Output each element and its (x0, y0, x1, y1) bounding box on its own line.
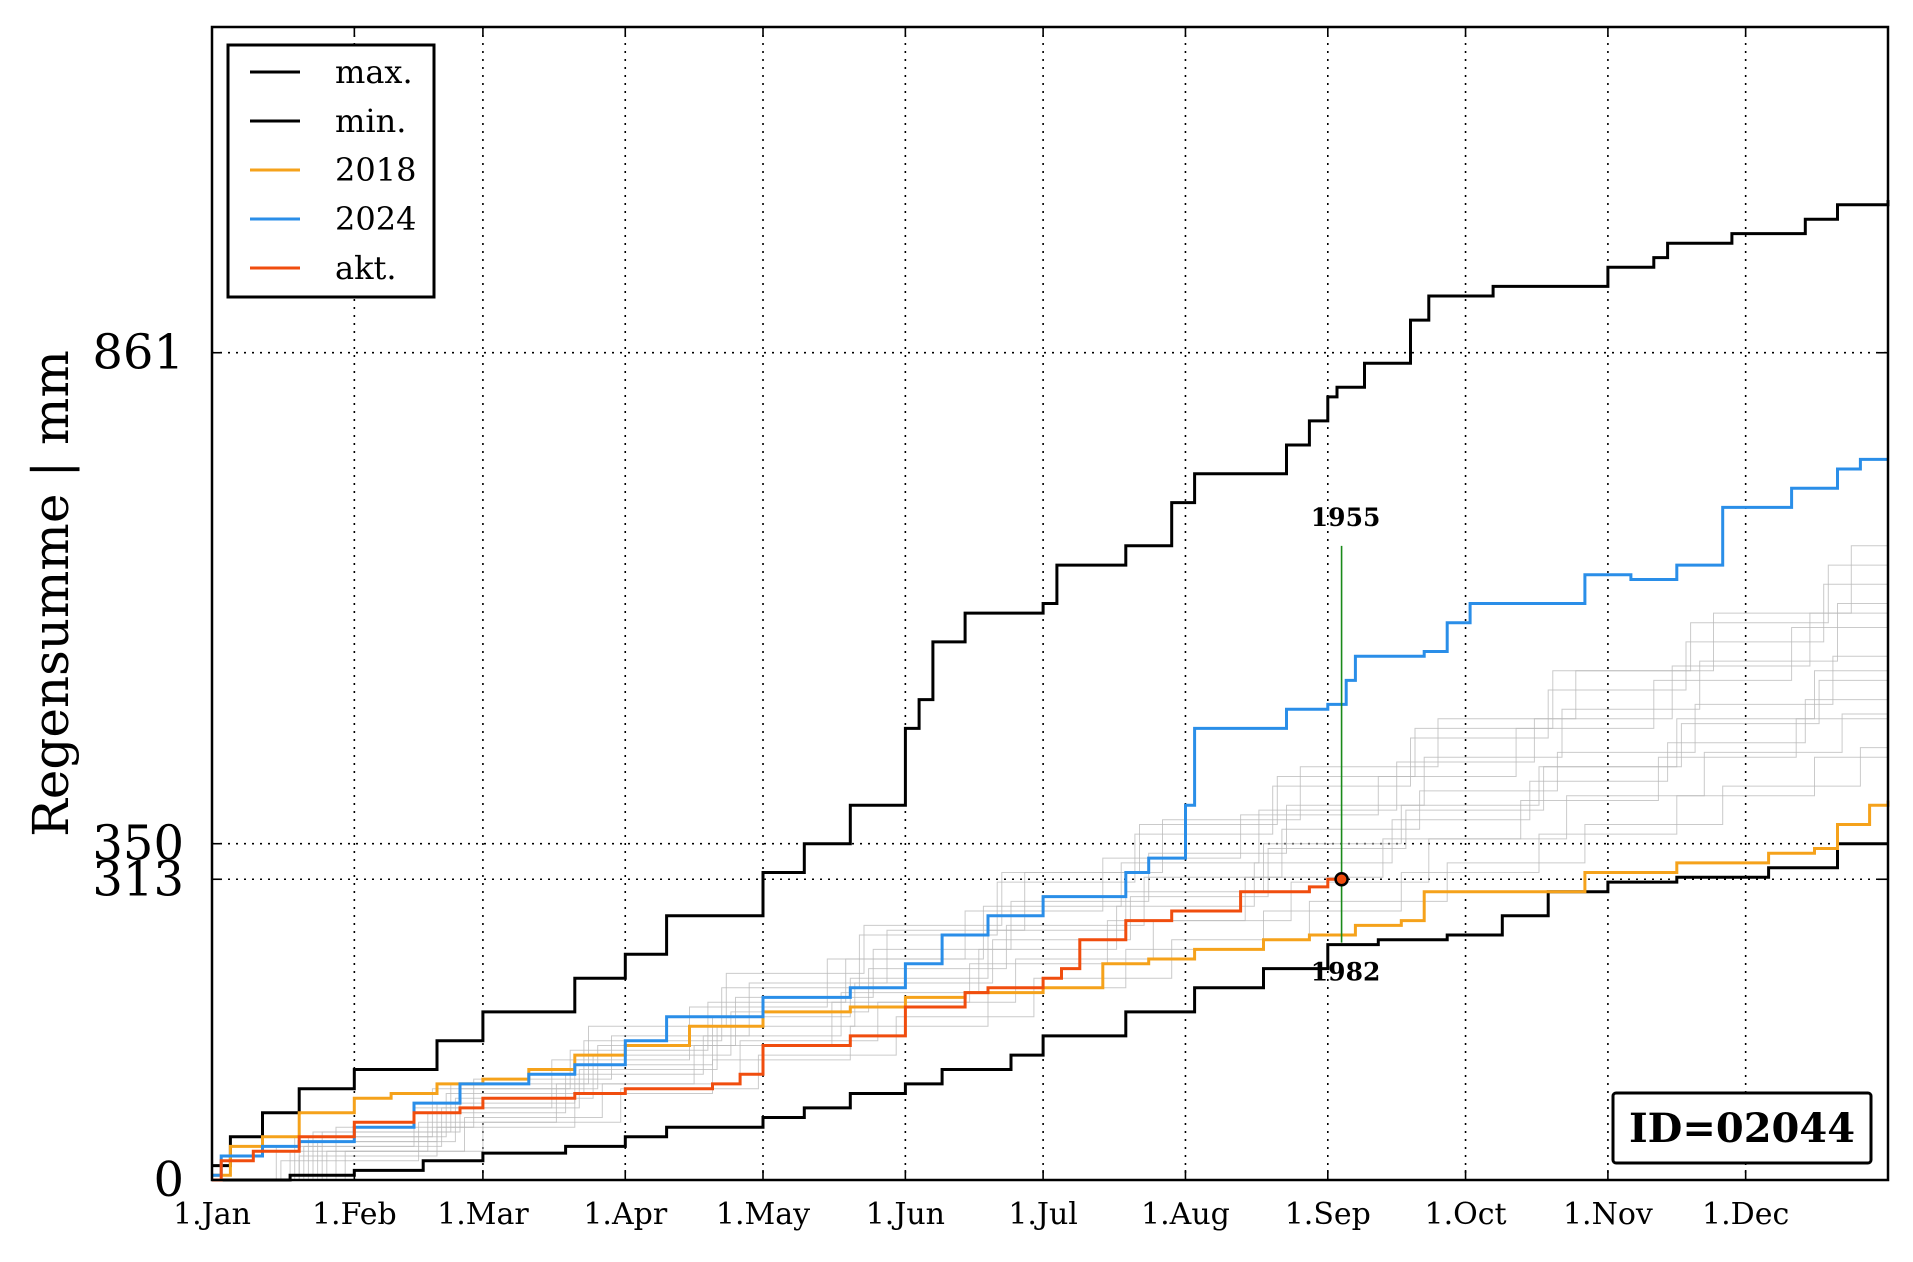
plot-frame (210, 25, 1890, 1182)
x-tick-label: 1.Oct (1425, 1197, 1507, 1232)
x-tick-label: 1.Jul (1008, 1197, 1078, 1232)
legend-label: akt. (335, 249, 397, 287)
y-tick-label: 861 (92, 325, 184, 381)
legend-label: 2024 (335, 200, 416, 238)
x-tick-label: 1.Mar (437, 1197, 529, 1232)
y-tick-label: 313 (92, 851, 184, 907)
background-year-line (212, 603, 1889, 1181)
max-year-annotation: 1955 (1311, 503, 1381, 532)
y-tick-label: 350 (92, 816, 184, 872)
series-line-2024 (212, 457, 1888, 1177)
id-box: ID=02044 (1611, 1091, 1873, 1165)
series-line-2018 (212, 800, 1890, 1177)
id-box-frame (1611, 1091, 1873, 1165)
x-axis-ticks: 1.Jan 1.Feb 1.Mar 1.Apr 1.May 1.Jun 1.Jul 1.Aug… (173, 27, 1789, 1232)
series-lines (212, 200, 1890, 1182)
x-tick-label: 1.Aug (1141, 1197, 1230, 1232)
x-tick-label: 1.Jan (173, 1197, 251, 1232)
legend-label: max. (335, 53, 413, 91)
x-tick-label: 1.Nov (1563, 1197, 1653, 1232)
current-value-point (1334, 872, 1349, 887)
y-tick-label: 0 (153, 1152, 184, 1208)
id-label: ID=02044 (1629, 1105, 1855, 1152)
background-year-line (212, 661, 1889, 1181)
x-tick-label: 1.Sep (1285, 1197, 1371, 1232)
min-year-annotation: 1982 (1311, 958, 1381, 987)
x-tick-label: 1.Jun (866, 1197, 945, 1232)
x-tick-label: 1.Apr (583, 1197, 667, 1232)
background-year-line (212, 728, 1889, 1181)
legend-label: min. (335, 102, 406, 140)
background-series (212, 526, 1889, 1181)
annotations: 1955 1982 (1311, 503, 1381, 987)
legend-label: 2018 (335, 151, 416, 189)
background-year-line (212, 555, 1889, 1181)
legend: max. min. 2018 2024 akt. (226, 43, 436, 299)
y-axis-label: Regensumme | mm (22, 350, 80, 837)
series-line-akt (212, 877, 1342, 1182)
background-year-line (212, 526, 1889, 1181)
x-tick-label: 1.Feb (312, 1197, 397, 1232)
x-tick-label: 1.May (716, 1197, 810, 1232)
series-line-max (212, 200, 1890, 1168)
x-tick-label: 1.Dec (1702, 1197, 1789, 1232)
